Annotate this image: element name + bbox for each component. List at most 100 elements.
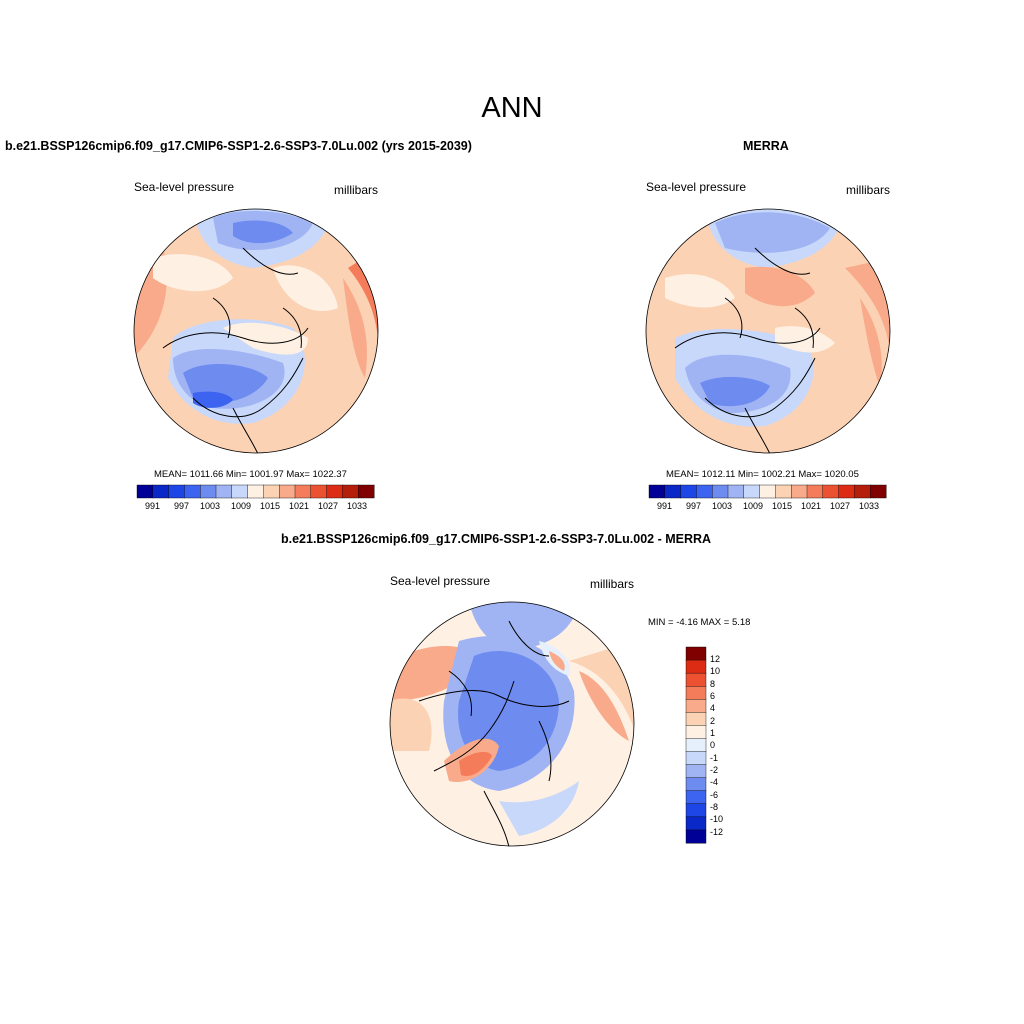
obs-units-label: millibars xyxy=(846,183,891,197)
diff-colorbar-tick: -10 xyxy=(710,814,724,824)
colorbar-swatch xyxy=(685,725,707,739)
obs-colorbar-ticks: 991 997 1003 1009 1015 1021 1027 1033 xyxy=(649,501,886,513)
model-units-label: millibars xyxy=(334,183,379,197)
diff-colorbar-tick: -1 xyxy=(710,753,719,763)
diff-colorbar-tick: 2 xyxy=(710,716,716,726)
diff-colorbar xyxy=(685,646,707,844)
colorbar-swatch xyxy=(278,484,296,499)
colorbar-swatch xyxy=(152,484,170,499)
diff-colorbar-ticks: 12 10 8 6 4 2 1 0 -1 -2 -4 -6 -8 -10 -12 xyxy=(710,647,740,843)
model-colorbar-tick: 997 xyxy=(174,501,190,511)
colorbar-swatch xyxy=(743,484,761,499)
model-case-title: b.e21.BSSP126cmip6.f09_g17.CMIP6-SSP1-2.… xyxy=(5,139,472,153)
colorbar-swatch xyxy=(357,484,375,499)
colorbar-swatch xyxy=(685,646,707,661)
colorbar-swatch xyxy=(869,484,887,499)
obs-colorbar xyxy=(648,484,887,499)
colorbar-swatch xyxy=(685,777,707,792)
diff-colorbar-tick: -12 xyxy=(710,827,724,837)
model-coastlines xyxy=(162,247,309,453)
diff-colorbar-tick: 0 xyxy=(710,740,716,750)
colorbar-swatch xyxy=(168,484,185,499)
obs-stats: MEAN= 1012.11 Min= 1002.21 Max= 1020.05 xyxy=(666,469,859,480)
colorbar-swatch xyxy=(685,738,707,753)
diff-colorbar-tick: -6 xyxy=(710,790,719,800)
model-stats: MEAN= 1011.66 Min= 1001.97 Max= 1022.37 xyxy=(154,469,347,480)
colorbar-swatch xyxy=(136,484,154,499)
obs-colorbar-tick: 1009 xyxy=(743,501,764,511)
colorbar-swatch xyxy=(326,484,343,499)
model-colorbar-tick: 1021 xyxy=(289,501,310,511)
colorbar-swatch xyxy=(806,484,824,499)
diff-units-label: millibars xyxy=(590,577,635,591)
model-colorbar-tick: 1027 xyxy=(318,501,339,511)
colorbar-swatch xyxy=(231,484,249,499)
diff-colorbar-tick: 6 xyxy=(710,691,716,701)
model-colorbar xyxy=(136,484,375,499)
colorbar-swatch xyxy=(685,699,707,713)
diff-colorbar-tick: 12 xyxy=(710,654,721,664)
colorbar-swatch xyxy=(247,484,264,499)
colorbar-swatch xyxy=(310,484,328,499)
diff-colorbar-tick: 1 xyxy=(710,728,716,738)
colorbar-swatch xyxy=(685,803,707,818)
colorbar-swatch xyxy=(342,484,359,499)
obs-coastlines xyxy=(674,247,821,453)
model-colorbar-tick: 1003 xyxy=(200,501,221,511)
colorbar-swatch xyxy=(680,484,697,499)
obs-case-title: MERRA xyxy=(743,139,789,153)
obs-colorbar-tick: 1015 xyxy=(772,501,793,511)
colorbar-swatch xyxy=(685,816,707,831)
diff-coastlines xyxy=(418,620,570,846)
colorbar-swatch xyxy=(759,484,776,499)
colorbar-swatch xyxy=(685,829,707,844)
colorbar-swatch xyxy=(685,751,707,766)
colorbar-swatch xyxy=(775,484,792,499)
model-colorbar-tick: 1015 xyxy=(260,501,281,511)
colorbar-swatch xyxy=(294,484,312,499)
colorbar-swatch xyxy=(790,484,808,499)
diff-colorbar-tick: -4 xyxy=(710,777,719,787)
model-variable-label: Sea-level pressure xyxy=(134,180,235,194)
diff-polar-map xyxy=(389,601,635,847)
colorbar-swatch xyxy=(685,686,707,700)
diff-colorbar-tick: 4 xyxy=(710,703,716,713)
colorbar-swatch xyxy=(685,659,707,674)
colorbar-swatch xyxy=(648,484,666,499)
colorbar-swatch xyxy=(727,484,745,499)
model-colorbar-tick: 1009 xyxy=(231,501,252,511)
diff-colorbar-tick: 8 xyxy=(710,679,716,689)
obs-colorbar-tick: 1033 xyxy=(859,501,880,511)
colorbar-swatch xyxy=(696,484,713,499)
colorbar-swatch xyxy=(685,790,707,805)
diff-variable-label: Sea-level pressure xyxy=(390,574,491,588)
diff-colorbar-tick: 10 xyxy=(710,666,721,676)
model-polar-map xyxy=(133,208,379,454)
obs-variable-label: Sea-level pressure xyxy=(646,180,747,194)
obs-polar-map xyxy=(645,208,891,454)
colorbar-swatch xyxy=(200,484,217,499)
colorbar-swatch xyxy=(184,484,201,499)
obs-colorbar-tick: 991 xyxy=(657,501,673,511)
obs-colorbar-tick: 1027 xyxy=(830,501,851,511)
diff-stats: MIN = -4.16 MAX = 5.18 xyxy=(648,617,751,628)
model-colorbar-tick: 991 xyxy=(145,501,161,511)
colorbar-swatch xyxy=(822,484,840,499)
colorbar-swatch xyxy=(854,484,871,499)
diff-case-title: b.e21.BSSP126cmip6.f09_g17.CMIP6-SSP1-2.… xyxy=(281,532,712,546)
diff-colorbar-tick: -8 xyxy=(710,802,719,812)
colorbar-swatch xyxy=(685,672,707,687)
colorbar-swatch xyxy=(664,484,682,499)
colorbar-swatch xyxy=(685,712,707,726)
colorbar-swatch xyxy=(263,484,280,499)
colorbar-swatch xyxy=(838,484,855,499)
obs-colorbar-tick: 997 xyxy=(686,501,702,511)
colorbar-swatch xyxy=(215,484,233,499)
obs-colorbar-tick: 1003 xyxy=(712,501,733,511)
colorbar-swatch xyxy=(685,764,707,779)
colorbar-swatch xyxy=(712,484,729,499)
model-colorbar-tick: 1033 xyxy=(347,501,368,511)
page-title: ANN xyxy=(481,92,543,124)
model-colorbar-ticks: 991 997 1003 1009 1015 1021 1027 1033 xyxy=(137,501,374,513)
diff-colorbar-tick: -2 xyxy=(710,765,719,775)
